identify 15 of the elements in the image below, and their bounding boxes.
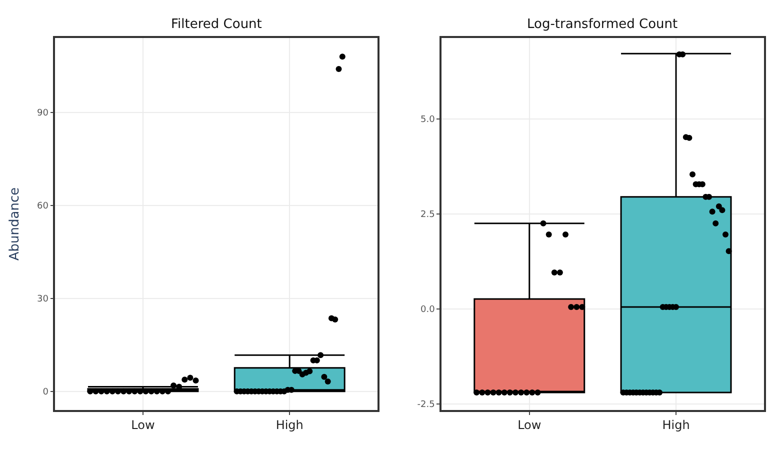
y-tick-label: 60 (36, 202, 49, 212)
y-tick-label: 0 (42, 388, 49, 398)
x-tick-label: High (662, 418, 690, 432)
y-tick-label: 0.0 (420, 305, 436, 316)
y-tick-label: -2.5 (417, 400, 435, 410)
chart-title: Log-transformed Count (527, 17, 678, 32)
x-tick-label: Low (131, 418, 155, 432)
y-tick-label: 2.5 (420, 210, 435, 220)
y-tick-label: 30 (36, 294, 49, 305)
x-tick-label: High (276, 418, 304, 432)
x-tick-label: Low (518, 418, 542, 432)
y-tick-label: 5.0 (420, 115, 436, 126)
y-axis-title: Abundance (7, 187, 22, 261)
chart-title: Filtered Count (171, 17, 262, 32)
y-tick-label: 90 (36, 108, 49, 119)
